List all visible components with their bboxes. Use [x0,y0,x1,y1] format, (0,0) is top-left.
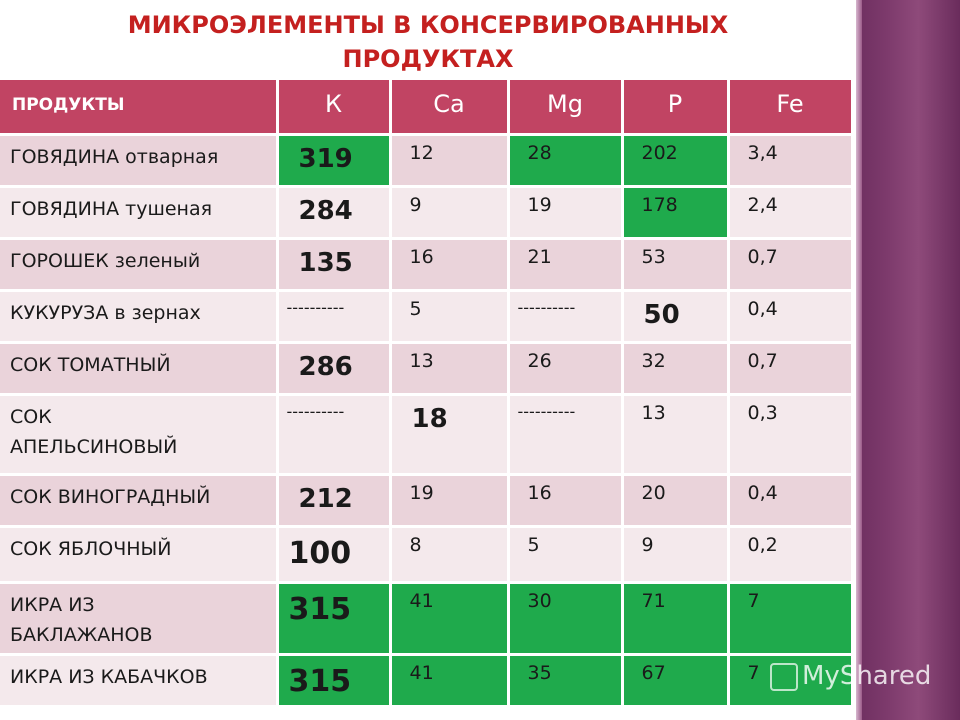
k-value: 315 [277,654,392,708]
product-name: ГОРОШЕК зеленый [0,238,279,292]
table-row: ИКРА ИЗ БАКЛАЖАНОВ 315 41 30 71 7 [0,582,854,656]
ca-value: 18 [390,394,510,476]
side-decoration [856,0,960,720]
myshared-watermark: MyShared [770,656,950,696]
table-row: ГОВЯДИНА тушеная 284 9 19 178 2,4 [0,186,854,240]
watermark-text: MyShared [802,661,932,691]
fe-value: 7 [728,582,854,656]
mg-value: 19 [508,186,624,240]
header-products: ПРОДУКТЫ [0,80,279,136]
header-p: Р [622,80,730,136]
product-name-line-1: СОК [10,405,52,428]
p-value: 53 [622,238,730,292]
table-row: СОК АПЕЛЬСИНОВЫЙ ---------- 18 ---------… [0,394,854,476]
product-name: СОК ЯБЛОЧНЫЙ [0,526,279,584]
k-value: 100 [277,526,392,584]
mg-value: 26 [508,342,624,396]
p-value: 71 [622,582,730,656]
mg-value: 30 [508,582,624,656]
mg-value: 16 [508,474,624,528]
p-value: 50 [622,290,730,344]
fe-value: 0,3 [728,394,854,476]
fe-value: 0,7 [728,342,854,396]
fe-value: 0,7 [728,238,854,292]
ca-value: 16 [390,238,510,292]
p-value: 13 [622,394,730,476]
p-value: 32 [622,342,730,396]
k-value: 315 [277,582,392,656]
k-value: 284 [277,186,392,240]
product-name-line-1: ИКРА ИЗ [10,593,95,616]
table-row: ГОРОШЕК зеленый 135 16 21 53 0,7 [0,238,854,292]
ca-value: 8 [390,526,510,584]
product-name: СОК ВИНОГРАДНЫЙ [0,474,279,528]
ca-value: 9 [390,186,510,240]
table-row: СОК ЯБЛОЧНЫЙ 100 8 5 9 0,2 [0,526,854,584]
product-name: ГОВЯДИНА тушеная [0,186,279,240]
p-value: 178 [622,186,730,240]
k-value: ---------- [277,290,392,344]
header-fe: Fe [728,80,854,136]
k-value: ---------- [277,394,392,476]
product-name: КУКУРУЗА в зернах [0,290,279,344]
title-line-1: МИКРОЭЛЕМЕНТЫ В КОНСЕРВИРОВАННЫХ [127,11,729,39]
myshared-logo-icon [770,662,798,691]
k-value: 286 [277,342,392,396]
product-name-line-2: БАКЛАЖАНОВ [10,623,153,646]
header-k: К [277,80,392,136]
fe-value: 0,4 [728,474,854,528]
ca-value: 13 [390,342,510,396]
k-value: 212 [277,474,392,528]
ca-value: 41 [390,654,510,708]
product-name-line-2: АПЕЛЬСИНОВЫЙ [10,435,178,458]
mg-value: ---------- [508,394,624,476]
table-row: ИКРА ИЗ КАБАЧКОВ 315 41 35 67 7 [0,654,854,708]
product-name: ГОВЯДИНА отварная [0,134,279,188]
product-name: ИКРА ИЗ КАБАЧКОВ [0,654,279,708]
fe-value: 3,4 [728,134,854,188]
k-value: 319 [277,134,392,188]
microelements-table: ПРОДУКТЫ К Са Mg Р Fe ГОВЯДИНА отварная … [0,80,854,708]
table-row: ГОВЯДИНА отварная 319 12 28 202 3,4 [0,134,854,188]
mg-value: 28 [508,134,624,188]
table-row: КУКУРУЗА в зернах ---------- 5 ---------… [0,290,854,344]
mg-value: 5 [508,526,624,584]
p-value: 20 [622,474,730,528]
product-name: ИКРА ИЗ БАКЛАЖАНОВ [0,582,279,656]
mg-value: 35 [508,654,624,708]
product-name: СОК АПЕЛЬСИНОВЫЙ [0,394,279,476]
product-name: СОК ТОМАТНЫЙ [0,342,279,396]
mg-value: ---------- [508,290,624,344]
fe-value: 0,2 [728,526,854,584]
k-value: 135 [277,238,392,292]
p-value: 9 [622,526,730,584]
table-row: СОК ТОМАТНЫЙ 286 13 26 32 0,7 [0,342,854,396]
p-value: 202 [622,134,730,188]
fe-value: 0,4 [728,290,854,344]
fe-value: 2,4 [728,186,854,240]
table-header-row: ПРОДУКТЫ К Са Mg Р Fe [0,80,854,136]
ca-value: 19 [390,474,510,528]
table-row: СОК ВИНОГРАДНЫЙ 212 19 16 20 0,4 [0,474,854,528]
p-value: 67 [622,654,730,708]
header-mg: Mg [508,80,624,136]
header-ca: Са [390,80,510,136]
title-line-2: ПРОДУКТАХ [342,45,514,73]
ca-value: 12 [390,134,510,188]
ca-value: 41 [390,582,510,656]
mg-value: 21 [508,238,624,292]
ca-value: 5 [390,290,510,344]
slide-title: МИКРОЭЛЕМЕНТЫ В КОНСЕРВИРОВАННЫХ ПРОДУКТ… [0,8,856,76]
